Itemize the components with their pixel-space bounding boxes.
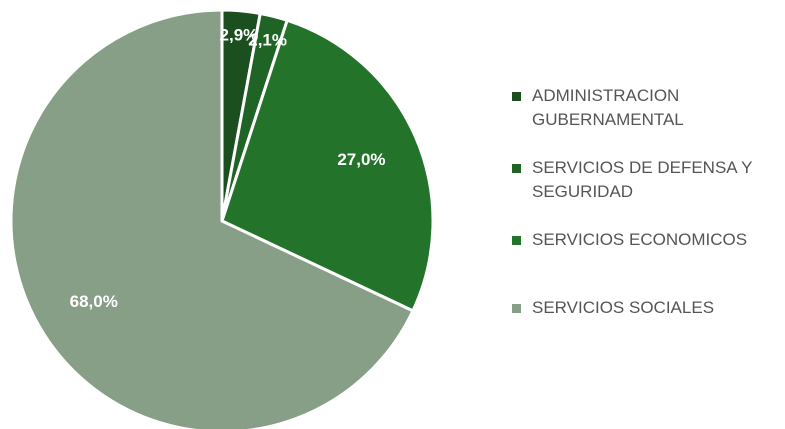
data-label: 2,1% — [248, 30, 287, 49]
legend-item: ADMINISTRACION GUBERNAMENTAL — [512, 84, 772, 132]
pie-slice — [220, 18, 435, 313]
legend-label: SERVICIOS DE DEFENSA Y SEGURIDAD — [532, 158, 753, 201]
legend-swatch — [512, 92, 521, 101]
legend-item: SERVICIOS ECONOMICOS — [512, 228, 772, 252]
legend-label: SERVICIOS SOCIALES — [532, 298, 715, 317]
legend-item: SERVICIOS DE DEFENSA Y SEGURIDAD — [512, 156, 784, 204]
legend-label: ADMINISTRACION GUBERNAMENTAL — [532, 86, 684, 129]
data-label: 68,0% — [70, 292, 118, 311]
legend-item: SERVICIOS SOCIALES — [512, 296, 772, 320]
legend-swatch — [512, 164, 521, 173]
data-label: 27,0% — [337, 150, 385, 169]
legend-swatch — [512, 304, 521, 313]
pie-slice — [9, 8, 415, 429]
legend-swatch — [512, 236, 521, 245]
legend-label: SERVICIOS ECONOMICOS — [532, 230, 748, 249]
data-label: 2,9% — [220, 26, 259, 45]
